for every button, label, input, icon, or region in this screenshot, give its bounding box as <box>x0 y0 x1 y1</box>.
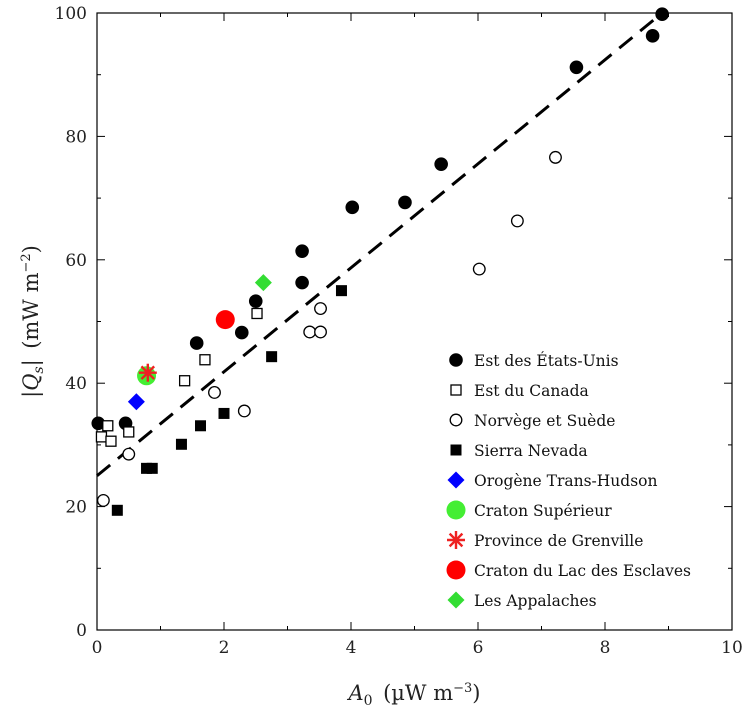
legend-marker <box>450 444 462 456</box>
x-tick-label: 0 <box>92 638 103 658</box>
legend-marker <box>447 531 465 549</box>
asterisk-stroke <box>448 532 464 548</box>
x-axis-label: A0 (µW m−3) <box>347 681 481 709</box>
data-point <box>510 214 524 228</box>
data-point <box>215 310 235 330</box>
data-point <box>266 351 278 363</box>
series-8 <box>254 274 272 292</box>
data-point <box>248 294 263 308</box>
data-point <box>175 438 187 450</box>
data-point <box>123 426 135 438</box>
fit-line <box>96 11 664 477</box>
data-point <box>199 354 211 366</box>
legend-marker <box>449 353 463 367</box>
legend-label: Craton Supérieur <box>474 502 612 520</box>
x-tick-label: 8 <box>600 638 611 658</box>
data-point <box>105 435 117 447</box>
series-0 <box>91 7 669 431</box>
legend-label: Norvège et Suède <box>474 412 615 430</box>
data-point <box>208 386 221 399</box>
data-point <box>127 393 145 411</box>
data-point <box>237 404 251 418</box>
data-point <box>137 366 157 386</box>
data-point <box>189 336 204 350</box>
series-6 <box>138 363 157 382</box>
data-point <box>549 150 562 164</box>
data-point <box>254 274 272 292</box>
x-tick-label: 2 <box>219 638 230 658</box>
legend-label: Craton du Lac des Esclaves <box>474 562 691 580</box>
data-point <box>303 325 317 339</box>
y-tick-label: 20 <box>65 498 87 518</box>
legend-label: Est des États-Unis <box>474 352 619 370</box>
y-tick-label: 100 <box>55 4 87 24</box>
legend-marker <box>449 413 463 427</box>
data-point <box>195 420 207 432</box>
data-point <box>111 504 123 516</box>
data-point <box>146 462 158 474</box>
data-point <box>122 447 136 461</box>
series-3 <box>111 285 347 516</box>
data-point <box>314 325 327 339</box>
data-point <box>95 431 108 443</box>
data-point <box>345 200 360 215</box>
data-point <box>655 7 669 22</box>
series-1 <box>95 307 263 447</box>
legend: Est des États-Unis Est du Canada Norvège e… <box>446 352 691 610</box>
legend-label: Orogène Trans-Hudson <box>474 472 657 490</box>
y-tick-label: 60 <box>65 251 87 271</box>
legend-marker <box>446 560 466 580</box>
legend-label: Sierra Nevada <box>474 442 588 460</box>
data-point <box>295 275 309 290</box>
x-tick-label: 10 <box>721 638 743 658</box>
data-point <box>141 462 153 474</box>
series-7 <box>215 310 235 330</box>
data-point <box>251 307 263 320</box>
series-5 <box>137 366 157 386</box>
series-4 <box>127 393 145 411</box>
data-point <box>138 363 157 382</box>
y-tick-label: 0 <box>76 621 87 641</box>
x-tick-label: 6 <box>473 638 484 658</box>
data-point <box>314 302 327 315</box>
data-point <box>645 29 660 43</box>
asterisk-stroke <box>140 365 156 380</box>
data-point <box>96 493 110 507</box>
legend-label: Les Appalaches <box>474 592 597 610</box>
x-tick-label: 4 <box>346 638 357 658</box>
data-point <box>295 244 309 258</box>
data-point <box>434 157 448 171</box>
data-point <box>398 195 412 210</box>
series-2 <box>96 150 562 507</box>
data-point <box>472 262 486 276</box>
legend-marker <box>446 500 466 520</box>
data-point <box>218 407 230 419</box>
data-point <box>569 60 584 75</box>
legend-marker <box>450 384 462 396</box>
y-tick-label: 80 <box>65 127 87 147</box>
legend-label: Est du Canada <box>474 382 589 400</box>
legend-marker <box>447 591 465 609</box>
data-point <box>234 325 249 340</box>
data-point <box>335 285 347 297</box>
data-point <box>102 420 114 432</box>
legend-label: Province de Grenville <box>474 532 643 550</box>
legend-marker <box>447 471 465 489</box>
y-tick-label: 40 <box>65 374 87 394</box>
y-axis-label: |Qs| (mW m−2) <box>19 245 47 398</box>
data-point <box>178 375 191 387</box>
